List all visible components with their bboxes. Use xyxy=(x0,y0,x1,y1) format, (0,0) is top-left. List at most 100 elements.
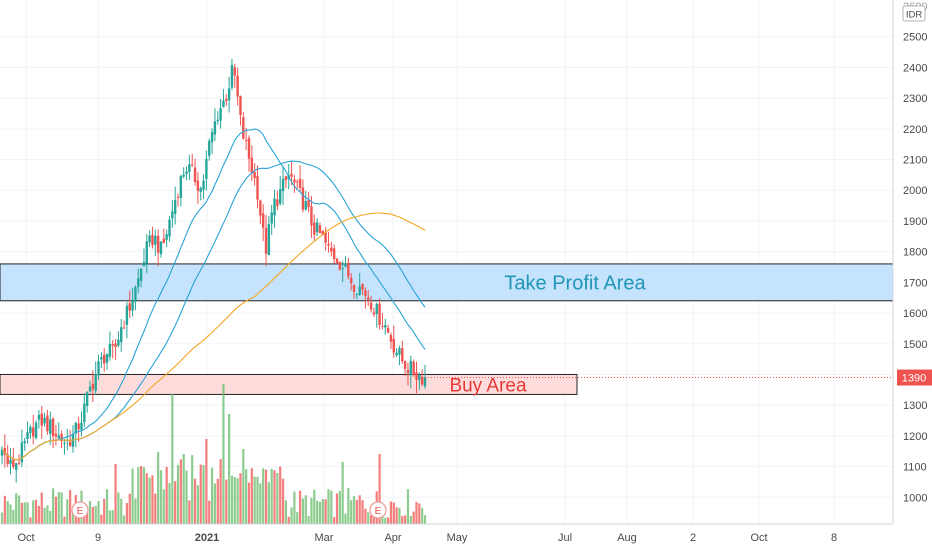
volume-bar xyxy=(108,510,111,524)
volume-bar xyxy=(63,516,66,524)
candle-body xyxy=(49,419,52,434)
currency-badge[interactable] xyxy=(902,5,926,22)
volume-bar xyxy=(125,503,129,524)
candle-body xyxy=(162,238,166,243)
volume-bar xyxy=(20,502,23,524)
volume-bar xyxy=(40,492,43,524)
volume-bar xyxy=(54,496,58,524)
candle-body xyxy=(83,403,86,423)
volume-bar xyxy=(392,502,395,524)
candle-body xyxy=(256,175,259,200)
candle-body xyxy=(330,247,333,252)
candle-body xyxy=(154,235,157,245)
volume-bar xyxy=(15,493,18,524)
candle-body xyxy=(20,442,24,463)
volume-bar xyxy=(128,493,131,524)
volume-bar xyxy=(120,498,123,524)
candle-body xyxy=(68,441,72,446)
x-tick-label: Oct xyxy=(750,532,767,544)
candle-body xyxy=(17,462,21,464)
candle-body xyxy=(142,262,146,267)
candle-body xyxy=(384,325,387,328)
volume-bar xyxy=(83,512,86,524)
volume-bar xyxy=(230,475,234,524)
candle-body xyxy=(216,119,219,122)
candle-body xyxy=(392,338,395,353)
y-tick-label: 2400 xyxy=(903,62,927,74)
candle-body xyxy=(46,415,49,432)
volume-bar xyxy=(34,499,38,524)
candle-body xyxy=(344,263,347,267)
candle-body xyxy=(105,354,109,363)
candle-body xyxy=(40,413,43,426)
volume-bar xyxy=(91,506,94,524)
candle-body xyxy=(114,343,117,348)
candle-body xyxy=(159,241,163,254)
volume-bar xyxy=(131,468,134,524)
candle-body xyxy=(14,463,18,470)
volume-bar xyxy=(225,479,228,524)
candle-body xyxy=(185,171,188,174)
candle-body xyxy=(276,199,279,206)
volume-bar xyxy=(77,513,80,524)
volume-bar xyxy=(327,489,330,524)
candle-body xyxy=(54,433,58,437)
earnings-marker-icon[interactable] xyxy=(71,501,89,519)
candle-body xyxy=(77,423,80,430)
candle-body xyxy=(290,173,293,177)
y-tick-label: 1600 xyxy=(903,308,927,320)
volume-bar xyxy=(338,490,341,524)
volume-bar xyxy=(142,467,146,524)
candle-body xyxy=(372,312,376,315)
volume-bar xyxy=(318,501,322,524)
volume-bar xyxy=(355,499,358,524)
y-tick-label: 2000 xyxy=(903,185,927,197)
volume-bar xyxy=(0,512,4,524)
volume-bar xyxy=(367,512,370,524)
candle-body xyxy=(270,212,273,224)
volume-bar xyxy=(284,500,287,524)
candle-body xyxy=(23,440,26,444)
volume-bar xyxy=(171,394,174,524)
candle-body xyxy=(318,225,322,234)
candle-body xyxy=(267,224,271,256)
volume-bar xyxy=(154,493,157,524)
volume-bar xyxy=(37,505,41,524)
volume-bar xyxy=(151,475,154,524)
candle-body xyxy=(148,235,151,243)
volume-bar xyxy=(174,481,177,524)
volume-bar xyxy=(233,477,236,524)
candle-body xyxy=(171,211,174,219)
candle-body xyxy=(310,206,313,226)
volume-bar xyxy=(418,503,421,524)
volume-bar xyxy=(313,489,316,524)
candle-body xyxy=(315,222,319,233)
candle-body xyxy=(173,200,177,214)
candle-body xyxy=(156,235,160,253)
volume-bar xyxy=(239,473,242,524)
candle-body xyxy=(9,459,12,464)
candle-body xyxy=(250,157,254,174)
candle-body xyxy=(26,432,29,439)
candle-body xyxy=(85,392,89,406)
volume-bar xyxy=(386,517,390,524)
volume-bar xyxy=(245,469,248,524)
earnings-marker-label: E xyxy=(77,506,84,517)
candle-body xyxy=(137,278,140,288)
y-tick-label: 1700 xyxy=(903,277,927,289)
volume-bar xyxy=(324,499,327,524)
candle-body xyxy=(301,187,305,210)
candle-body xyxy=(3,447,7,455)
volume-bar xyxy=(321,499,324,524)
candle-body xyxy=(327,243,330,246)
volume-bar xyxy=(228,414,231,524)
candle-body xyxy=(236,75,239,97)
volume-bar xyxy=(210,467,214,524)
candle-body xyxy=(304,201,307,210)
take-profit-zone[interactable] xyxy=(0,263,894,302)
x-tick-label: May xyxy=(447,532,468,544)
earnings-marker-icon[interactable] xyxy=(369,501,387,519)
candle-body xyxy=(324,232,327,243)
